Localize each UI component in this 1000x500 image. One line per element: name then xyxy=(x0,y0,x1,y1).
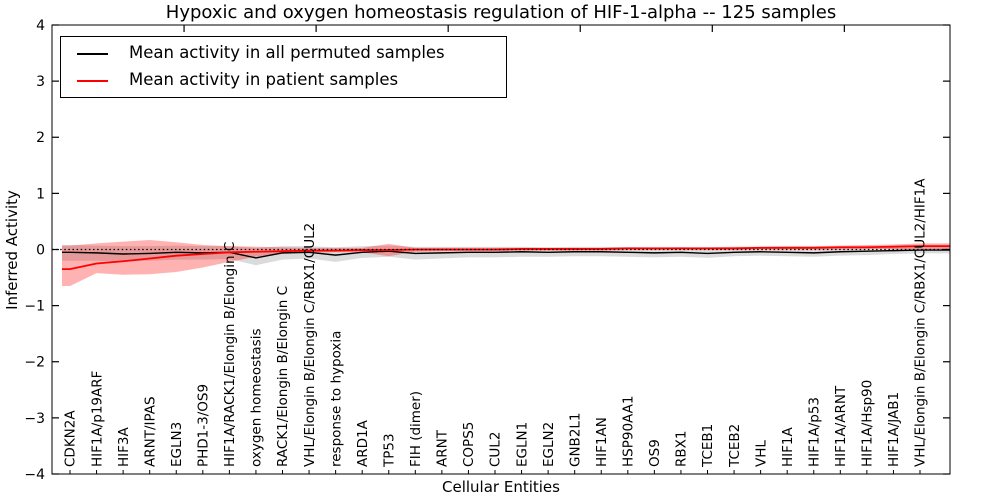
x-category-label: VHL xyxy=(753,440,769,467)
x-category-label: oxygen homeostasis xyxy=(249,329,265,468)
y-tick-label: −2 xyxy=(24,355,45,371)
y-tick-label: −3 xyxy=(24,411,45,427)
x-category-label: HIF1A/p53 xyxy=(806,397,822,467)
legend-label-patient: Mean activity in patient samples xyxy=(129,70,399,90)
x-category-label: HIF3A xyxy=(116,427,132,467)
x-category-label: FIH (dimer) xyxy=(408,391,424,467)
x-category-label: HIF1A/p19ARF xyxy=(89,371,105,467)
legend-item-patient: Mean activity in patient samples xyxy=(61,72,506,89)
y-tick-label: −4 xyxy=(24,467,45,483)
permuted-band xyxy=(62,245,950,266)
y-axis-label: Inferred Activity xyxy=(3,190,21,310)
x-category-label: TCEB1 xyxy=(700,424,716,468)
x-category-label: CUL2 xyxy=(488,432,504,467)
x-category-label: GNB2L1 xyxy=(567,412,583,467)
permuted-line-swatch xyxy=(77,52,108,55)
y-tick-label: −1 xyxy=(24,299,45,315)
x-category-label: HIF1A/RACK1/Elongin B/Elongin C xyxy=(222,242,238,467)
x-category-label: HIF1A/Hsp90 xyxy=(860,380,876,467)
x-category-label: EGLN2 xyxy=(541,422,557,467)
legend-item-permuted: Mean activity in all permuted samples xyxy=(61,45,506,62)
x-category-label: TCEB2 xyxy=(727,424,743,468)
x-category-label: VHL/Elongin B/Elongin C/RBX1/CUL2/HIF1A xyxy=(913,178,929,467)
legend-label-permuted: Mean activity in all permuted samples xyxy=(129,43,445,63)
x-category-label: ARD1A xyxy=(355,419,371,467)
x-category-label: RBX1 xyxy=(674,431,690,467)
x-category-label: ARNT/IPAS xyxy=(142,396,158,467)
chart-title: Hypoxic and oxygen homeostasis regulatio… xyxy=(165,2,837,23)
x-category-label: HIF1A xyxy=(780,427,796,467)
x-category-label: EGLN3 xyxy=(169,422,185,467)
x-category-label: HSP90AA1 xyxy=(621,396,637,467)
x-category-label: response to hypoxia xyxy=(328,331,344,467)
y-tick-label: 2 xyxy=(36,130,45,146)
x-category-label: OS9 xyxy=(647,439,663,467)
legend: Mean activity in all permuted samples Me… xyxy=(60,36,507,98)
x-category-label: HIF1AN xyxy=(594,417,610,467)
y-tick-label: 0 xyxy=(36,242,45,258)
patient-line-swatch xyxy=(77,79,108,82)
y-tick-label: 1 xyxy=(36,186,45,202)
y-tick-label: 3 xyxy=(36,74,45,90)
x-category-label: TP53 xyxy=(381,433,397,468)
x-category-label: RACK1/Elongin B/Elongin C xyxy=(275,286,291,467)
x-category-label: VHL/Elongin B/Elongin C/RBX1/CUL2 xyxy=(302,223,318,467)
x-category-label: EGLN1 xyxy=(514,422,530,467)
permuted-mean-line xyxy=(62,249,950,259)
x-category-label: ARNT xyxy=(435,429,451,467)
y-tick-label: 4 xyxy=(36,18,45,34)
x-axis-label: Cellular Entities xyxy=(442,478,560,496)
x-category-label: HIF1A/ARNT xyxy=(833,385,849,467)
x-category-label: CDKN2A xyxy=(63,410,79,467)
x-category-label: HIF1A/JAB1 xyxy=(886,392,902,467)
x-category-label: PHD1-3/OS9 xyxy=(196,384,212,467)
x-category-label: COPS5 xyxy=(461,422,477,467)
